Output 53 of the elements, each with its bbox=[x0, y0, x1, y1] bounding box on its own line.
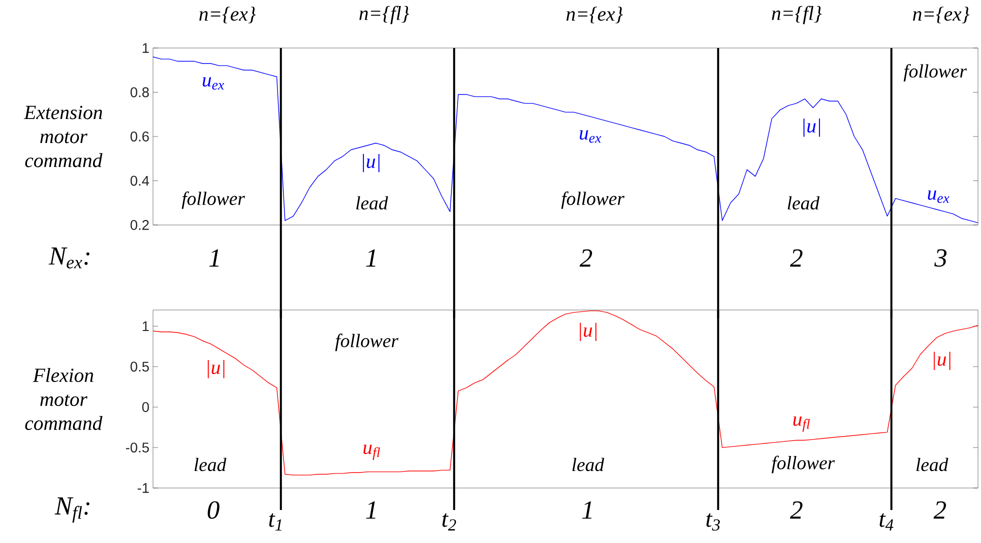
annotation: u$_{fl}$ bbox=[793, 416, 810, 432]
text: n={fl} bbox=[359, 6, 410, 24]
text: t$_{3}$ bbox=[706, 513, 720, 531]
y-axis-title: Flexion motor command bbox=[25, 368, 102, 430]
annotation: lead bbox=[788, 196, 820, 210]
text: t$_{2}$ bbox=[442, 513, 456, 530]
text: 1 bbox=[209, 249, 219, 267]
annotation: u$_{ex}$ bbox=[580, 130, 602, 143]
text: n={ex} bbox=[199, 6, 256, 24]
annotation: follower bbox=[561, 192, 624, 209]
annotation: follower bbox=[772, 456, 835, 474]
y-tick-label: -0.5 bbox=[126, 442, 149, 453]
x-axis-title: N$_{ex}$: bbox=[48, 248, 90, 268]
annotation: u$_{ex}$ bbox=[202, 77, 224, 90]
x-axis-title: N$_{fl}$: bbox=[54, 497, 90, 523]
y-tick-label: -1 bbox=[138, 483, 149, 493]
y-tick-label: 0.4 bbox=[130, 176, 150, 186]
y-tick-label: 0.6 bbox=[130, 132, 149, 142]
y-tick-label: 1 bbox=[142, 321, 149, 331]
annotation: |u| bbox=[208, 360, 224, 378]
annotation: u$_{fl}$ bbox=[363, 444, 380, 460]
y-axis-title: Extension motor command bbox=[24, 106, 102, 168]
annotation: |u| bbox=[362, 154, 380, 172]
y-tick-label: 1 bbox=[142, 43, 149, 53]
annotation: u$_{ex}$ bbox=[928, 190, 950, 203]
text: n={ex} bbox=[566, 6, 623, 24]
annotation: lead bbox=[572, 458, 604, 472]
text: n={fl} bbox=[772, 6, 822, 24]
text: n={ex} bbox=[912, 6, 970, 24]
text: 2 bbox=[580, 249, 592, 267]
text: 3 bbox=[934, 249, 946, 267]
text: 1 bbox=[582, 501, 592, 519]
text: 2 bbox=[790, 501, 802, 519]
annotation: |u| bbox=[934, 352, 950, 370]
text: t$_{1}$ bbox=[269, 513, 282, 530]
text: 2 bbox=[934, 501, 946, 519]
text: t$_{4}$ bbox=[880, 513, 894, 530]
y-tick-label: 0.8 bbox=[130, 87, 149, 98]
text: 2 bbox=[790, 249, 802, 267]
annotation: follower bbox=[904, 64, 967, 82]
y-tick-label: 0.2 bbox=[130, 220, 149, 230]
annotation: |u| bbox=[803, 118, 820, 137]
annotation: lead bbox=[194, 458, 226, 472]
text: 1 bbox=[366, 501, 376, 519]
y-tick-label: 0 bbox=[142, 402, 149, 412]
annotation: |u| bbox=[580, 322, 596, 341]
text: 0 bbox=[208, 501, 220, 519]
annotation: lead bbox=[916, 458, 948, 472]
annotation: lead bbox=[356, 196, 388, 210]
annotation: follower bbox=[335, 334, 398, 352]
annotation: follower bbox=[182, 192, 245, 209]
y-tick-label: 0.5 bbox=[130, 362, 149, 372]
text: 1 bbox=[366, 249, 376, 267]
